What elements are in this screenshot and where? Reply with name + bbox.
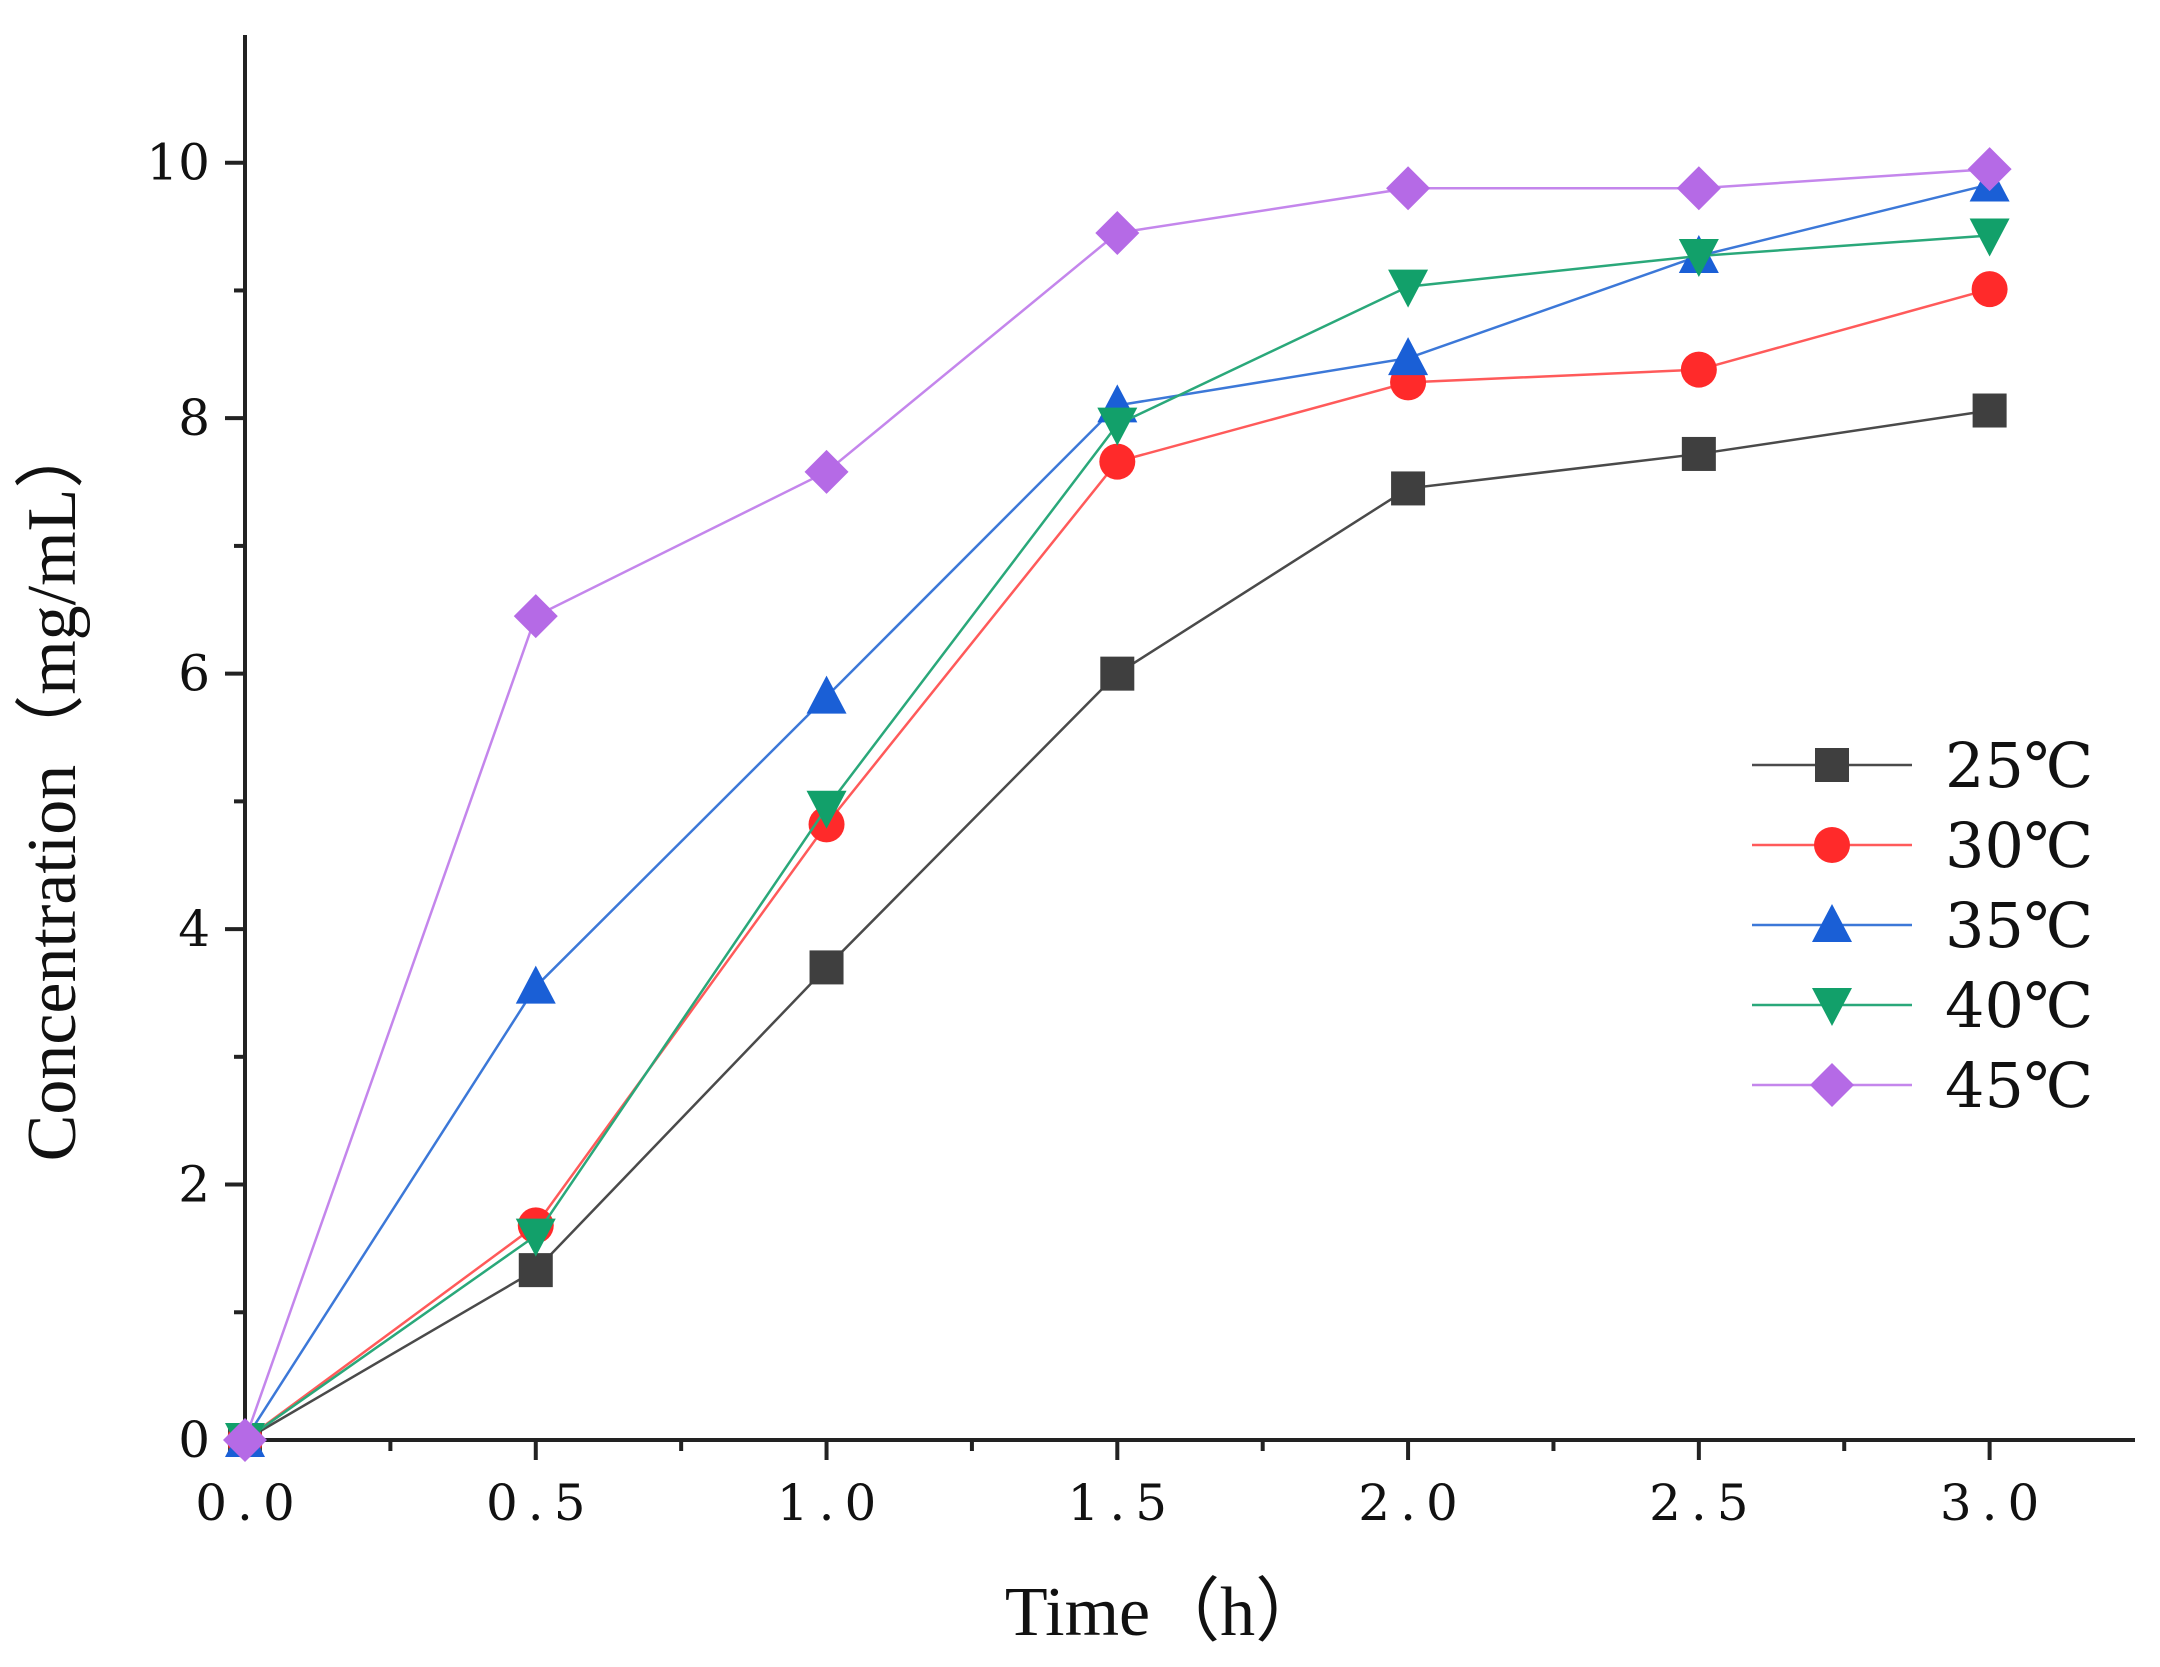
series-line <box>243 167 1990 1441</box>
data-point <box>513 594 558 639</box>
x-axis-title: Time（h） <box>1005 1574 1325 1651</box>
x-tick-label: 2.0 <box>1358 1474 1468 1532</box>
data-point <box>1967 147 2012 192</box>
data-point <box>515 965 556 1004</box>
axes: 0.0 0.5 1.0 1.5 2.0 2.5 3.0 0 2 4 6 8 10 <box>146 35 2135 1532</box>
y-tick-label: 4 <box>178 900 210 958</box>
data-point <box>1969 218 2010 257</box>
data-point <box>1681 436 1716 471</box>
x-tick-label: 3.0 <box>1940 1474 2050 1532</box>
x-tick-label: 0.0 <box>195 1474 305 1532</box>
legend-marker <box>1810 1063 1854 1107</box>
legend-marker <box>1814 827 1850 863</box>
legend: 25℃30℃35℃40℃45℃ <box>1752 729 2093 1122</box>
data-point <box>1971 271 2008 308</box>
data-point <box>1095 210 1140 255</box>
y-tick-label: 6 <box>178 645 210 703</box>
data-point <box>1388 337 1429 376</box>
data-point <box>1972 393 2007 428</box>
data-point <box>809 950 844 985</box>
series-line <box>243 183 1990 1441</box>
data-point <box>1676 166 1721 211</box>
series-0 <box>228 393 2007 1457</box>
data-point <box>1388 269 1429 308</box>
data-point <box>1097 407 1138 446</box>
series-line <box>244 409 1990 1442</box>
y-tick-label: 10 <box>146 134 210 192</box>
data-point <box>1678 238 1719 277</box>
y-tick-label: 2 <box>178 1156 210 1214</box>
legend-label: 40℃ <box>1945 969 2093 1042</box>
y-tick-label: 0 <box>178 1411 210 1469</box>
series-1 <box>227 271 2008 1458</box>
y-axis-title: Concentration（mg/mL） <box>14 419 91 1162</box>
x-tick-label: 1.0 <box>777 1474 887 1532</box>
data-point <box>804 449 849 494</box>
legend-marker <box>1812 904 1852 942</box>
data-point <box>1680 351 1717 388</box>
y-tick-label: 8 <box>178 389 210 447</box>
legend-item: 45℃ <box>1752 1049 2093 1122</box>
x-tick-label: 2.5 <box>1649 1474 1759 1532</box>
data-point <box>1100 656 1135 691</box>
legend-item: 25℃ <box>1752 729 2093 802</box>
legend-label: 25℃ <box>1945 729 2093 802</box>
legend-item: 30℃ <box>1752 809 2093 882</box>
legend-marker <box>1815 748 1849 782</box>
data-point <box>1391 471 1426 506</box>
data-point <box>1386 166 1431 211</box>
data-point <box>223 1418 267 1462</box>
legend-label: 45℃ <box>1945 1049 2093 1122</box>
data-point <box>806 675 847 714</box>
x-tick-label: 1.5 <box>1068 1474 1178 1532</box>
legend-item: 40℃ <box>1752 969 2093 1042</box>
legend-item: 35℃ <box>1752 889 2093 962</box>
data-point <box>806 790 847 829</box>
data-point <box>515 1218 556 1257</box>
series-layer <box>223 147 2012 1462</box>
legend-marker <box>1812 988 1852 1026</box>
x-tick-label: 0.5 <box>486 1474 596 1532</box>
legend-label: 35℃ <box>1945 889 2093 962</box>
series-4 <box>223 147 2012 1462</box>
data-point <box>518 1253 553 1288</box>
legend-label: 30℃ <box>1945 809 2093 882</box>
data-point <box>1099 443 1136 480</box>
